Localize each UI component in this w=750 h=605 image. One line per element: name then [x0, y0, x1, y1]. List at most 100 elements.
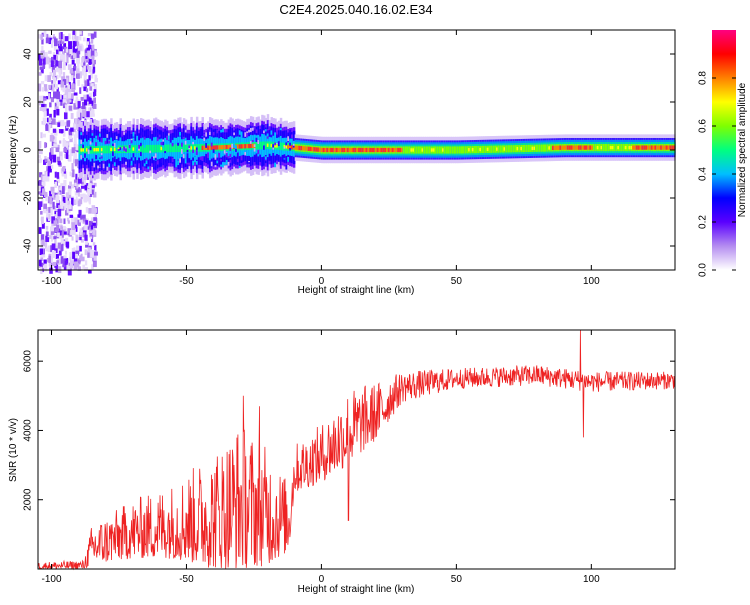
spectrogram-peak-cell — [326, 147, 329, 153]
spectrogram-noise-cell — [45, 124, 49, 131]
spectrogram-peak-cell — [246, 143, 249, 149]
spectrogram-peak-cell — [376, 147, 380, 153]
spectrogram-signal-blob — [128, 146, 133, 150]
spectrogram-noise-cell — [77, 79, 80, 86]
spectrogram-noise-cell — [92, 259, 96, 267]
spectrogram-peak-cell — [410, 148, 413, 152]
spectrogram-signal-blob — [203, 133, 207, 137]
spectrogram-signal-cell — [162, 144, 165, 153]
spectrogram-noise-cell — [74, 130, 79, 138]
spectrogram-signal-blob — [166, 160, 170, 166]
spectrogram-signal-blob — [117, 148, 121, 151]
spectrogram-noise-cell — [66, 265, 71, 270]
spectrogram-noise-cell — [73, 137, 77, 144]
spectrogram-noise-cell — [73, 77, 76, 85]
spectrogram-noise-cell — [90, 249, 94, 258]
spectrogram-noise-cell — [43, 192, 48, 198]
spectrogram-noise-cell — [75, 68, 80, 74]
spectrogram-peak-cell — [345, 147, 348, 153]
spectrogram-noise-cell — [56, 91, 60, 100]
spectrogram-peak-cell — [652, 145, 656, 150]
spectrogram-noise-cell — [65, 241, 70, 248]
spectrogram-noise-cell — [86, 94, 91, 102]
spectrogram-noise-cell — [76, 184, 79, 189]
spectrogram-peak-cell — [371, 147, 374, 153]
spectrogram-noise-cell — [77, 219, 81, 226]
spectrogram-noise-cell — [73, 103, 76, 110]
spectrogram-noise-cell — [66, 231, 70, 236]
spectrogram-signal-cell — [438, 146, 441, 154]
spectrogram-signal-blob — [153, 156, 157, 159]
spectrogram-signal-blob — [98, 158, 103, 163]
spectrogram-signal-blob — [223, 133, 227, 139]
spectrogram-x-ticks: -100 -50 0 50 100 — [41, 30, 600, 287]
spectrogram-peak-cell — [673, 145, 676, 150]
colorbar-label: Normalized spectral amplitude — [737, 82, 748, 217]
spectrogram-signal-blob — [95, 155, 99, 160]
spectrogram-noise-cell — [79, 30, 82, 35]
spectrogram-noise-cell — [88, 199, 91, 204]
spectrogram-signal-cell — [529, 144, 533, 152]
spectrogram-signal-blob — [195, 150, 199, 156]
spectrogram-noise-cell — [47, 257, 50, 263]
spectrogram-noise-cell — [90, 38, 94, 44]
spectrogram-signal-blob — [177, 143, 181, 146]
spectrogram-signal-cell — [104, 145, 108, 154]
spectrogram-peak-cell — [421, 148, 424, 152]
spectrogram-signal-blob — [253, 134, 257, 138]
spectrogram-noise-cell — [59, 140, 62, 144]
spectrogram-noise-cell — [53, 54, 57, 60]
spectrogram-noise-cell — [75, 144, 79, 150]
spectrogram-signal-blob — [208, 157, 212, 161]
spectrogram-signal-cell — [518, 145, 521, 153]
spectrogram-signal-cell — [425, 146, 428, 154]
spectrogram-noise-cell — [53, 220, 58, 227]
spectrogram-noise-cell — [60, 129, 64, 133]
spectrogram-noise-cell — [84, 78, 88, 87]
spectrogram-signal-cell — [466, 146, 469, 154]
spectrogram-noise-cell — [73, 151, 78, 160]
spectrogram-signal-blob — [182, 137, 187, 140]
spectrogram-signal-blob — [235, 148, 238, 152]
spectrogram-signal-blob — [138, 144, 141, 149]
spectrogram-noise-cell — [57, 51, 61, 56]
spectrogram-signal-blob — [112, 132, 116, 138]
spectrogram-peak-cell — [285, 145, 288, 149]
spectrogram-signal-blob — [192, 160, 195, 166]
colorbar-tick-label: 0.0 — [698, 263, 709, 277]
spectrogram-signal-blob — [136, 135, 139, 140]
figure-title: C2E4.2025.040.16.02.E34 — [279, 2, 432, 17]
spectrogram-signal-blob — [205, 132, 208, 137]
spectrogram-signal-cell — [537, 144, 540, 152]
spectrogram-signal-blob — [132, 132, 136, 137]
spectrogram-signal-blob — [166, 135, 169, 141]
spectrogram-signal-cell — [91, 145, 95, 154]
colorbar-tick-label: 0.6 — [698, 119, 709, 133]
spectrogram-noise-cell — [38, 99, 41, 106]
spectrogram-noise-cell — [54, 245, 59, 251]
spectrogram-signal-blob — [130, 140, 134, 144]
snr-y-tick-label: 4000 — [23, 419, 34, 442]
spectrogram-noise-cell — [65, 237, 69, 243]
spectrogram-signal-cell — [106, 145, 109, 154]
spectrogram-noise-cell — [93, 251, 98, 256]
spectrogram-noise-cell — [52, 261, 57, 267]
spectrogram-peak-cell — [581, 145, 585, 150]
spectrogram-signal-blob — [255, 129, 259, 134]
spectrogram-noise-cell — [48, 255, 52, 263]
spectrogram-noise-cell — [77, 192, 80, 197]
spectrogram-noise-cell — [88, 193, 93, 198]
spectrogram-noise-cell — [56, 156, 61, 163]
spectrogram-peak-cell — [665, 145, 669, 150]
spectrogram-signal-blob — [179, 158, 183, 163]
spectrogram-noise-cell — [67, 188, 72, 197]
spectrogram-peak-cell — [346, 147, 350, 153]
spectrogram-signal-blob — [233, 161, 236, 164]
spectrogram-noise-cell — [83, 218, 87, 222]
spectrogram-peak-cell — [635, 145, 639, 150]
spectrogram-signal-blob — [235, 145, 238, 149]
spectrogram-signal-cell — [154, 144, 158, 153]
spectrogram-noise-cell — [40, 257, 44, 262]
spectrogram-noise-cell — [78, 177, 82, 184]
spectrogram-signal-blob — [264, 156, 268, 160]
